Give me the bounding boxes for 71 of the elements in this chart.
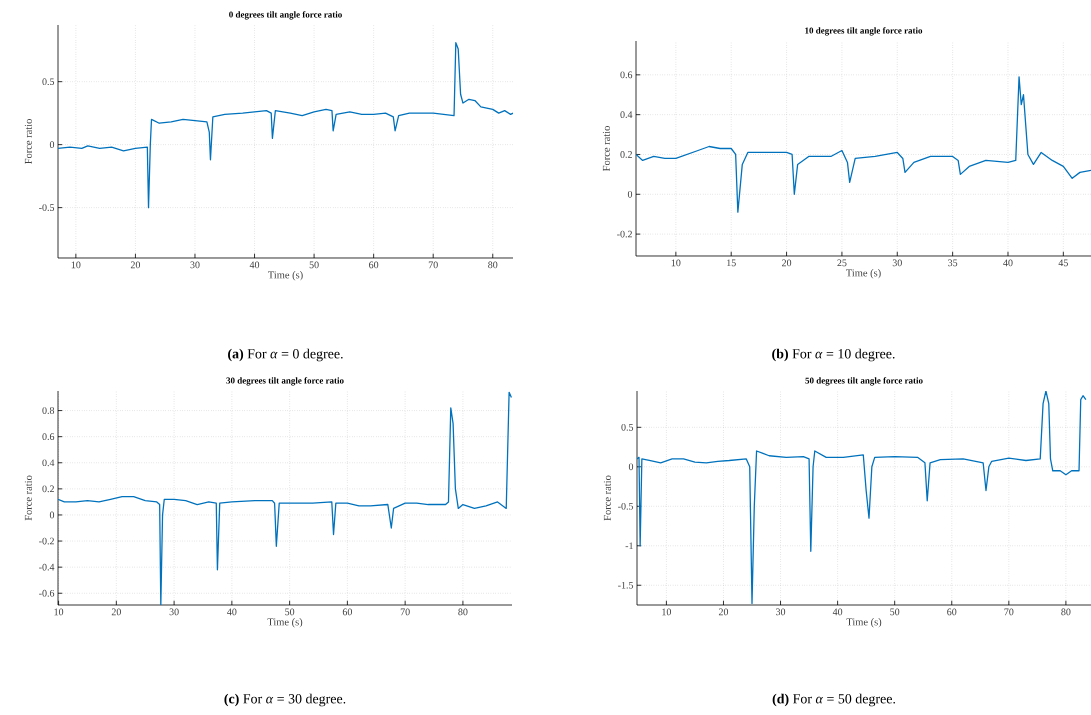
text: (b) For α = 10 degree. xyxy=(772,348,895,362)
y-tick-label: 0.5 xyxy=(42,78,55,86)
x-tick-label: 10 xyxy=(662,608,672,616)
y-tick-label: -0.5 xyxy=(39,204,55,211)
x-tick-label: 40 xyxy=(227,608,237,616)
y-tick-label: -0.5 xyxy=(618,502,634,510)
x-tick-label: 10 xyxy=(671,259,681,267)
y-tick-label: -0.2 xyxy=(39,537,54,545)
y-tick-label: 0 xyxy=(49,141,55,148)
x-tick-label: 50 xyxy=(285,608,295,616)
x-tick-label: 15 xyxy=(727,259,736,267)
x-axis-title: Time (s) xyxy=(846,618,882,628)
x-axis-title: Time (s) xyxy=(846,269,881,279)
y-tick-label: 0.2 xyxy=(42,485,54,493)
x-tick-label: 35 xyxy=(948,259,958,267)
y-axis-title: Force ratio xyxy=(24,475,32,521)
x-tick-label: 30 xyxy=(776,608,786,616)
y-axis-title: Force ratio xyxy=(24,119,32,164)
text: (c) For α = 30 degree. xyxy=(224,693,346,707)
y-axis-title: Force ratio xyxy=(602,126,610,171)
text: (a) For α = 0 degree. xyxy=(228,348,343,362)
x-tick-label: 20 xyxy=(111,608,121,616)
chart-title: 50 degrees tilt angle force ratio xyxy=(805,377,923,386)
x-tick-label: 20 xyxy=(782,259,792,267)
x-tick-label: 60 xyxy=(369,261,379,269)
y-tick-label: -1 xyxy=(625,542,633,550)
y-tick-label: 0.5 xyxy=(621,423,634,431)
y-tick-label: 0.6 xyxy=(620,71,633,79)
y-tick-label: 0 xyxy=(627,190,633,198)
x-tick-label: 20 xyxy=(130,261,141,269)
x-tick-label: 30 xyxy=(190,261,200,269)
x-tick-label: 10 xyxy=(54,608,64,616)
x-tick-label: 70 xyxy=(400,608,410,616)
line-series xyxy=(637,391,1087,605)
x-tick-label: 40 xyxy=(832,608,843,616)
x-tick-label: 50 xyxy=(890,608,900,616)
x-tick-label: 60 xyxy=(342,608,352,616)
y-tick-label: 0 xyxy=(628,463,634,471)
y-tick-label: -0.4 xyxy=(39,563,55,571)
x-tick-label: 45 xyxy=(1058,259,1068,267)
y-tick-label: 0.2 xyxy=(620,151,632,158)
line-series xyxy=(58,41,513,209)
y-axis-title: Force ratio xyxy=(603,475,611,521)
x-tick-label: 80 xyxy=(458,608,468,616)
y-tick-label: 0 xyxy=(49,511,55,519)
chart-title: 30 degrees tilt angle force ratio xyxy=(226,377,344,386)
x-tick-label: 80 xyxy=(488,261,498,269)
x-tick-label: 60 xyxy=(947,608,957,616)
x-tick-label: 40 xyxy=(1003,259,1013,267)
x-axis-title: Time (s) xyxy=(268,271,303,281)
y-tick-label: -0.2 xyxy=(617,230,632,238)
x-tick-label: 25 xyxy=(837,259,847,267)
x-axis-title: Time (s) xyxy=(267,618,303,628)
x-tick-label: 30 xyxy=(169,608,179,616)
y-tick-label: 0.6 xyxy=(42,433,55,441)
chart-title: 0 degrees tilt angle force ratio xyxy=(229,11,342,20)
x-tick-label: 70 xyxy=(428,261,438,269)
x-tick-label: 10 xyxy=(71,261,81,269)
x-tick-label: 40 xyxy=(249,261,260,269)
x-tick-label: 80 xyxy=(1061,608,1071,616)
y-tick-label: -0.6 xyxy=(39,589,55,597)
chart-title: 10 degrees tilt angle force ratio xyxy=(805,27,923,36)
y-tick-label: -1.5 xyxy=(618,581,634,589)
x-tick-label: 50 xyxy=(309,261,319,269)
x-tick-label: 20 xyxy=(718,608,729,616)
y-tick-label: 0.8 xyxy=(42,407,55,414)
y-tick-label: 0.4 xyxy=(42,459,55,467)
y-tick-label: 0.4 xyxy=(620,111,633,119)
x-tick-label: 30 xyxy=(892,259,902,267)
text: (d) For α = 50 degree. xyxy=(772,693,896,707)
x-tick-label: 70 xyxy=(1004,608,1014,616)
